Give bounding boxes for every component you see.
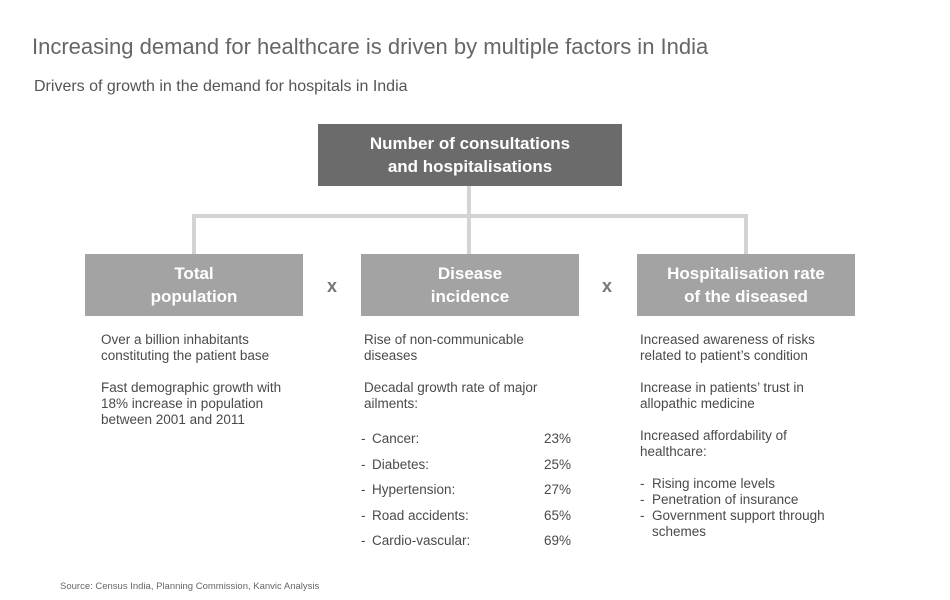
list-dash: - bbox=[361, 507, 366, 523]
list-item: - Rising income levels bbox=[640, 476, 850, 492]
list-dash: - bbox=[361, 482, 366, 497]
ailment-growth: 25% bbox=[543, 456, 571, 472]
ailment-row: - Cardio-vascular: 69% bbox=[361, 533, 573, 559]
list-dash: - bbox=[361, 431, 366, 446]
connector-left-drop bbox=[192, 214, 196, 254]
population-description: Over a billion inhabitants constituting … bbox=[101, 332, 301, 444]
connector-horizontal bbox=[192, 214, 748, 218]
outcome-box-line2: and hospitalisations bbox=[387, 157, 553, 176]
factor-box-disease: Disease incidence bbox=[361, 254, 579, 316]
factor-label-line2: of the diseased bbox=[684, 287, 808, 306]
outcome-box-line1: Number of consultations bbox=[369, 134, 571, 153]
list-dash: - bbox=[640, 476, 645, 491]
ailment-row: - Cancer: 23% bbox=[361, 431, 573, 457]
page-subtitle: Drivers of growth in the demand for hosp… bbox=[34, 78, 408, 95]
multiply-operator: x bbox=[601, 276, 612, 296]
ailment-growth: 69% bbox=[543, 533, 571, 548]
list-dash: - bbox=[361, 533, 366, 548]
disease-description: Rise of non-communicable diseases Decada… bbox=[364, 332, 579, 428]
factor-label-line2: population bbox=[150, 287, 238, 306]
ailment-row: - Hypertension: 27% bbox=[361, 482, 573, 508]
factor-label-line1: Total bbox=[174, 264, 214, 283]
ailment-name: Cardio-vascular: bbox=[372, 533, 471, 548]
description-paragraph: Fast demographic growth with 18% increas… bbox=[101, 380, 282, 427]
ailment-row: - Road accidents: 65% bbox=[361, 508, 573, 534]
source-note: Source: Census India, Planning Commissio… bbox=[60, 581, 320, 592]
ailment-list: - Cancer: 23% - Diabetes: 25% - Hyperten… bbox=[361, 431, 573, 559]
description-paragraph: Increased awareness of risks related to … bbox=[640, 332, 815, 363]
description-paragraph: Increase in patients’ trust in allopathi… bbox=[640, 380, 804, 411]
hospitalisation-description: Increased awareness of risks related to … bbox=[640, 332, 850, 540]
factor-box-hospitalisation: Hospitalisation rate of the diseased bbox=[637, 254, 855, 316]
description-paragraph: Decadal growth rate of major ailments: bbox=[364, 380, 538, 411]
ailment-name: Road accidents: bbox=[372, 507, 469, 523]
description-paragraph: Increased affordability of healthcare: bbox=[640, 428, 787, 459]
list-item: - Penetration of insurance bbox=[640, 492, 850, 508]
description-paragraph: Rise of non-communicable diseases bbox=[364, 332, 524, 363]
factor-box-population: Total population bbox=[85, 254, 303, 316]
ailment-name: Cancer: bbox=[372, 431, 420, 446]
ailment-growth: 65% bbox=[543, 507, 571, 523]
list-dash: - bbox=[640, 492, 645, 507]
affordability-list: - Rising income levels - Penetration of in… bbox=[640, 476, 850, 540]
list-dash: - bbox=[361, 456, 366, 472]
ailment-growth: 27% bbox=[543, 482, 571, 497]
ailment-name: Diabetes: bbox=[372, 456, 430, 472]
list-item: - Government support through schemes bbox=[640, 508, 850, 540]
multiply-operator: x bbox=[326, 276, 337, 296]
factor-label-line1: Hospitalisation rate bbox=[667, 264, 825, 283]
page-title: Increasing demand for healthcare is driv… bbox=[32, 34, 709, 59]
list-item-text: Rising income levels bbox=[652, 476, 776, 491]
ailment-name: Hypertension: bbox=[372, 482, 456, 497]
outcome-box: Number of consultations and hospitalisat… bbox=[318, 124, 622, 186]
ailment-growth: 23% bbox=[543, 431, 571, 446]
connector-right-drop bbox=[744, 214, 748, 254]
description-paragraph: Over a billion inhabitants constituting … bbox=[101, 332, 270, 363]
factor-label-line1: Disease bbox=[437, 264, 503, 283]
factor-label-line2: incidence bbox=[430, 287, 510, 306]
connector-trunk bbox=[467, 186, 471, 254]
list-item-text: Government support through schemes bbox=[652, 508, 825, 539]
list-item-text: Penetration of insurance bbox=[652, 492, 799, 507]
list-dash: - bbox=[640, 508, 645, 523]
ailment-row: - Diabetes: 25% bbox=[361, 457, 573, 483]
